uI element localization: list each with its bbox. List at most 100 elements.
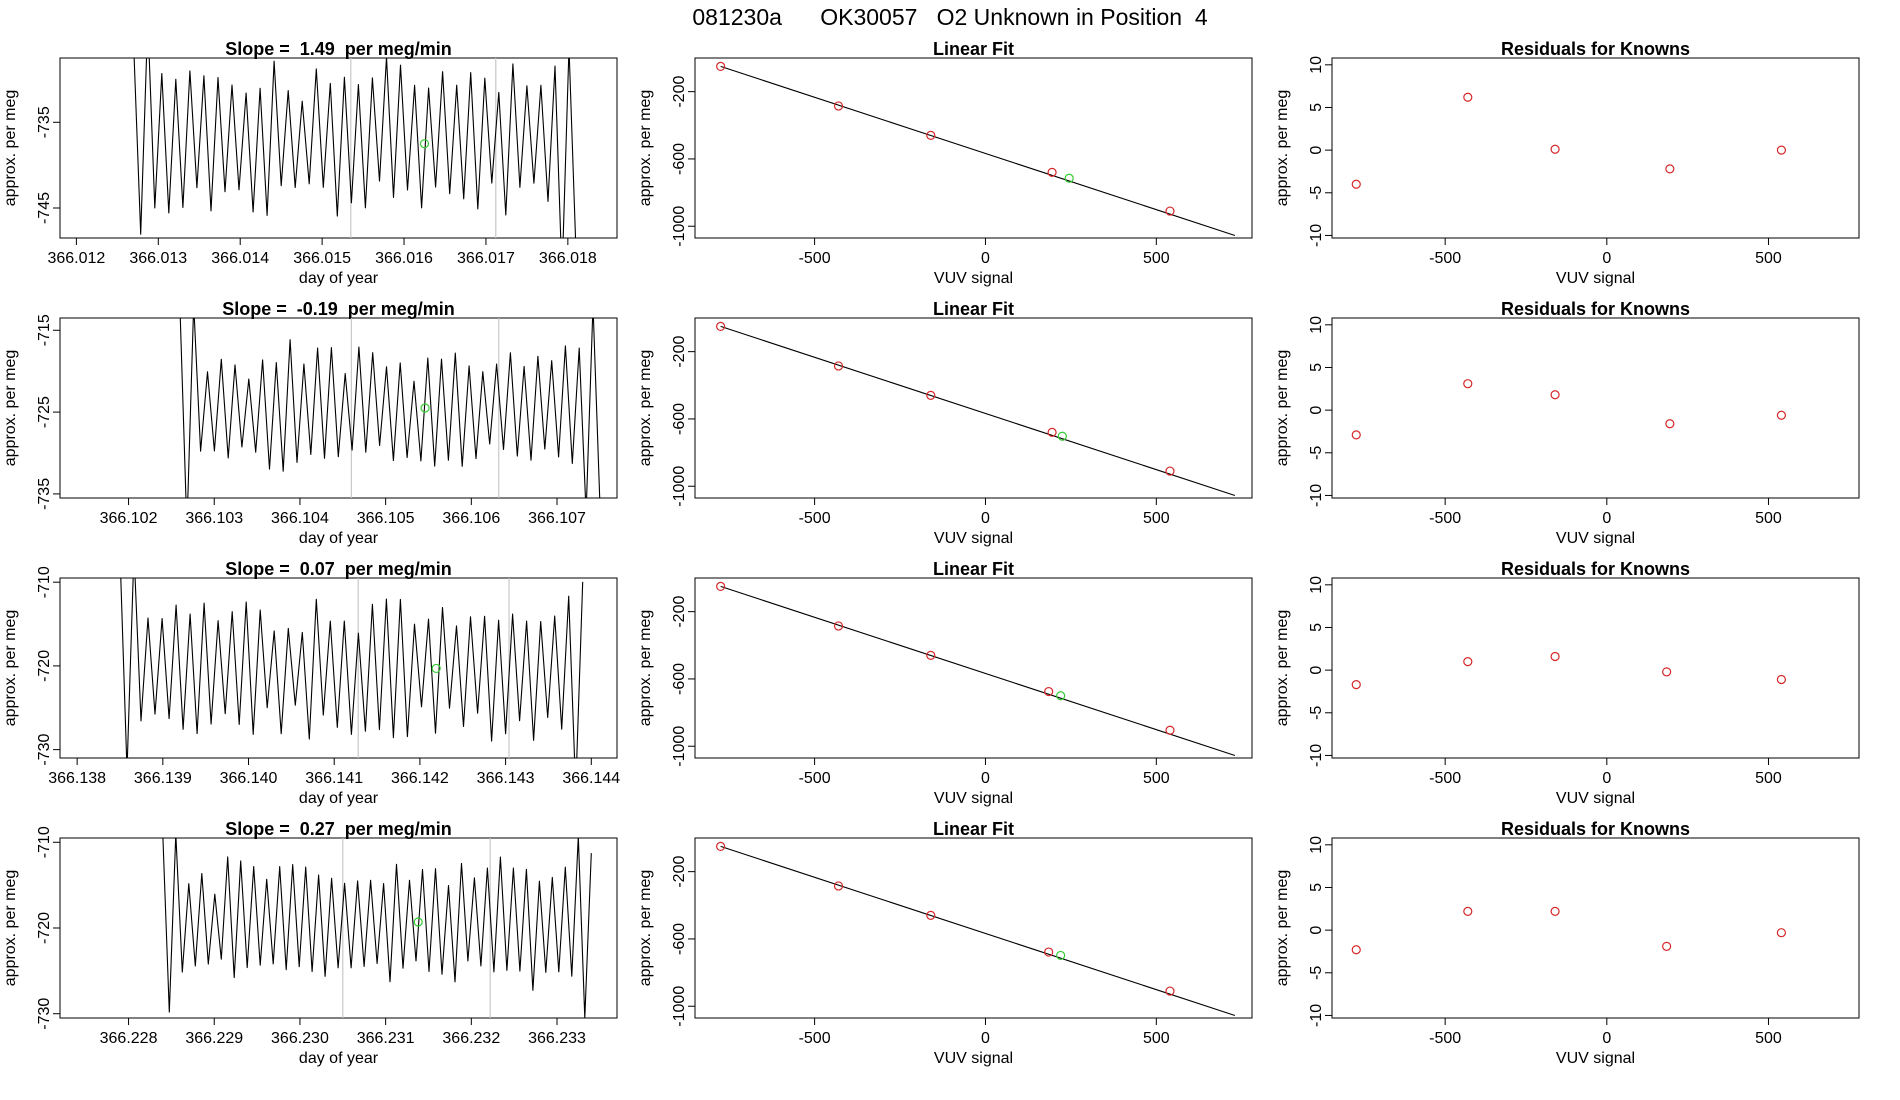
y-tick-label: 10	[1308, 316, 1325, 334]
x-tick-label: 366.102	[100, 510, 158, 527]
y-axis-label: approx. per meg	[2, 610, 19, 727]
chart-panel-r2-c2: Linear Fit -500 0 500 -200 -600 -1000 VUV signa…	[637, 299, 1253, 547]
known-point	[716, 61, 726, 72]
known-point	[833, 621, 844, 631]
unknown-point	[1064, 173, 1074, 183]
chart-panel-r2-c3: Residuals for Knowns -500 0 500 10 5 0 -5 -10 VUV…	[1274, 299, 1860, 547]
chart-panel-r3-c2: Linear Fit -500 0 500 -200 -600 -1000 VUV signa…	[637, 559, 1253, 807]
x-tick-label: 0	[981, 1030, 990, 1047]
known-point	[716, 321, 726, 332]
x-tick-label: 0	[981, 510, 990, 527]
x-tick-label: 500	[1143, 770, 1170, 787]
y-tick-label: -10	[1308, 744, 1325, 767]
x-axis-label: VUV signal	[1556, 790, 1635, 807]
x-tick-label: 366.014	[211, 250, 269, 267]
x-tick-label: 0	[981, 770, 990, 787]
known-point	[833, 361, 844, 371]
y-tick-label: -710	[36, 826, 53, 858]
plot-frame	[1331, 577, 1860, 759]
y-tick-label: -720	[36, 650, 53, 682]
x-tick-label: 366.016	[375, 250, 433, 267]
x-tick-label: 366.143	[477, 770, 535, 787]
y-axis-label: approx. per meg	[637, 870, 654, 987]
x-tick-label: -500	[799, 1030, 831, 1047]
x-tick-label: -500	[1429, 1030, 1461, 1047]
x-tick-label: 366.231	[357, 1030, 415, 1047]
y-axis-label: approx. per meg	[2, 350, 19, 467]
residual-point	[1351, 680, 1361, 690]
chart-title: Linear Fit	[933, 559, 1014, 579]
known-point	[716, 841, 726, 852]
residual-point	[1776, 145, 1787, 155]
unknown-point	[1056, 691, 1066, 701]
x-tick-label: -500	[799, 250, 831, 267]
x-tick-label: 366.015	[293, 250, 351, 267]
y-tick-label: -5	[1308, 186, 1325, 200]
y-tick-label: 0	[1308, 926, 1325, 935]
x-tick-label: 366.018	[539, 250, 597, 267]
x-axis-label: VUV signal	[934, 1050, 1013, 1067]
y-tick-label: -10	[1308, 224, 1325, 247]
residual-point	[1351, 430, 1361, 440]
x-tick-label: -500	[799, 770, 831, 787]
y-tick-label: 0	[1308, 666, 1325, 675]
fit-line	[720, 845, 1236, 1016]
residual-point	[1550, 144, 1560, 154]
y-tick-label: 10	[1308, 836, 1325, 854]
y-tick-label: -10	[1308, 1004, 1325, 1027]
chart-panel-r1-c2: Linear Fit -500 0 500 -200 -600 -1000 VUV signa…	[637, 39, 1253, 287]
y-axis-label: approx. per meg	[1274, 610, 1291, 727]
residual-point	[1351, 945, 1361, 955]
y-axis-label: approx. per meg	[637, 350, 654, 467]
y-tick-label: -735	[36, 106, 53, 138]
known-point	[926, 910, 936, 920]
residual-point	[1463, 92, 1473, 102]
y-tick-label: -10	[1308, 484, 1325, 507]
plot-area	[716, 581, 1236, 756]
known-point	[1165, 206, 1175, 216]
residual-point	[1665, 419, 1675, 429]
plot-frame	[694, 317, 1253, 499]
x-tick-label: 366.013	[129, 250, 187, 267]
y-tick-label: 0	[1308, 406, 1325, 415]
plot-area	[1351, 651, 1787, 690]
plot-frame	[1331, 317, 1860, 499]
y-tick-label: -5	[1308, 966, 1325, 980]
plot-frame	[59, 317, 618, 499]
plot-area	[1351, 379, 1787, 440]
y-tick-label: -715	[36, 314, 53, 346]
chart-title: Slope = 0.27 per meg/min	[225, 819, 452, 839]
chart-panel-r1-c3: Residuals for Knowns -500 0 500 10 5 0 -5 -10 VUV…	[1274, 39, 1860, 287]
fit-line	[720, 325, 1236, 496]
known-point	[926, 390, 936, 400]
plot-area	[716, 841, 1236, 1016]
chart-panel-r4-c2: Linear Fit -500 0 500 -200 -600 -1000 VUV signa…	[637, 819, 1253, 1067]
x-tick-label: 366.232	[442, 1030, 500, 1047]
x-axis-label: day of year	[299, 270, 379, 287]
x-tick-label: 366.105	[357, 510, 415, 527]
fit-line	[720, 585, 1236, 756]
y-axis-label: approx. per meg	[1274, 350, 1291, 467]
residual-point	[1463, 657, 1473, 667]
x-tick-label: 366.103	[185, 510, 243, 527]
x-tick-label: 366.138	[48, 770, 106, 787]
chart-title: Residuals for Knowns	[1501, 559, 1690, 579]
residual-point	[1776, 674, 1787, 685]
signal-trace-line	[133, 58, 577, 238]
x-axis-label: day of year	[299, 1050, 379, 1067]
known-point	[1047, 167, 1057, 177]
x-tick-label: 500	[1755, 250, 1782, 267]
plot-area	[162, 838, 592, 1018]
plot-frame	[1331, 837, 1860, 1019]
x-tick-label: 366.144	[562, 770, 620, 787]
x-tick-label: 366.228	[100, 1030, 158, 1047]
chart-panel-r3-c3: Residuals for Knowns -500 0 500 10 5 0 -5 -10 VUV…	[1274, 559, 1860, 807]
x-tick-label: -500	[1429, 250, 1461, 267]
y-tick-label: -200	[671, 336, 688, 368]
x-tick-label: -500	[1429, 510, 1461, 527]
plot-frame	[59, 57, 618, 239]
y-tick-label: 5	[1308, 363, 1325, 372]
known-point	[1165, 725, 1175, 735]
residual-point	[1351, 179, 1361, 189]
